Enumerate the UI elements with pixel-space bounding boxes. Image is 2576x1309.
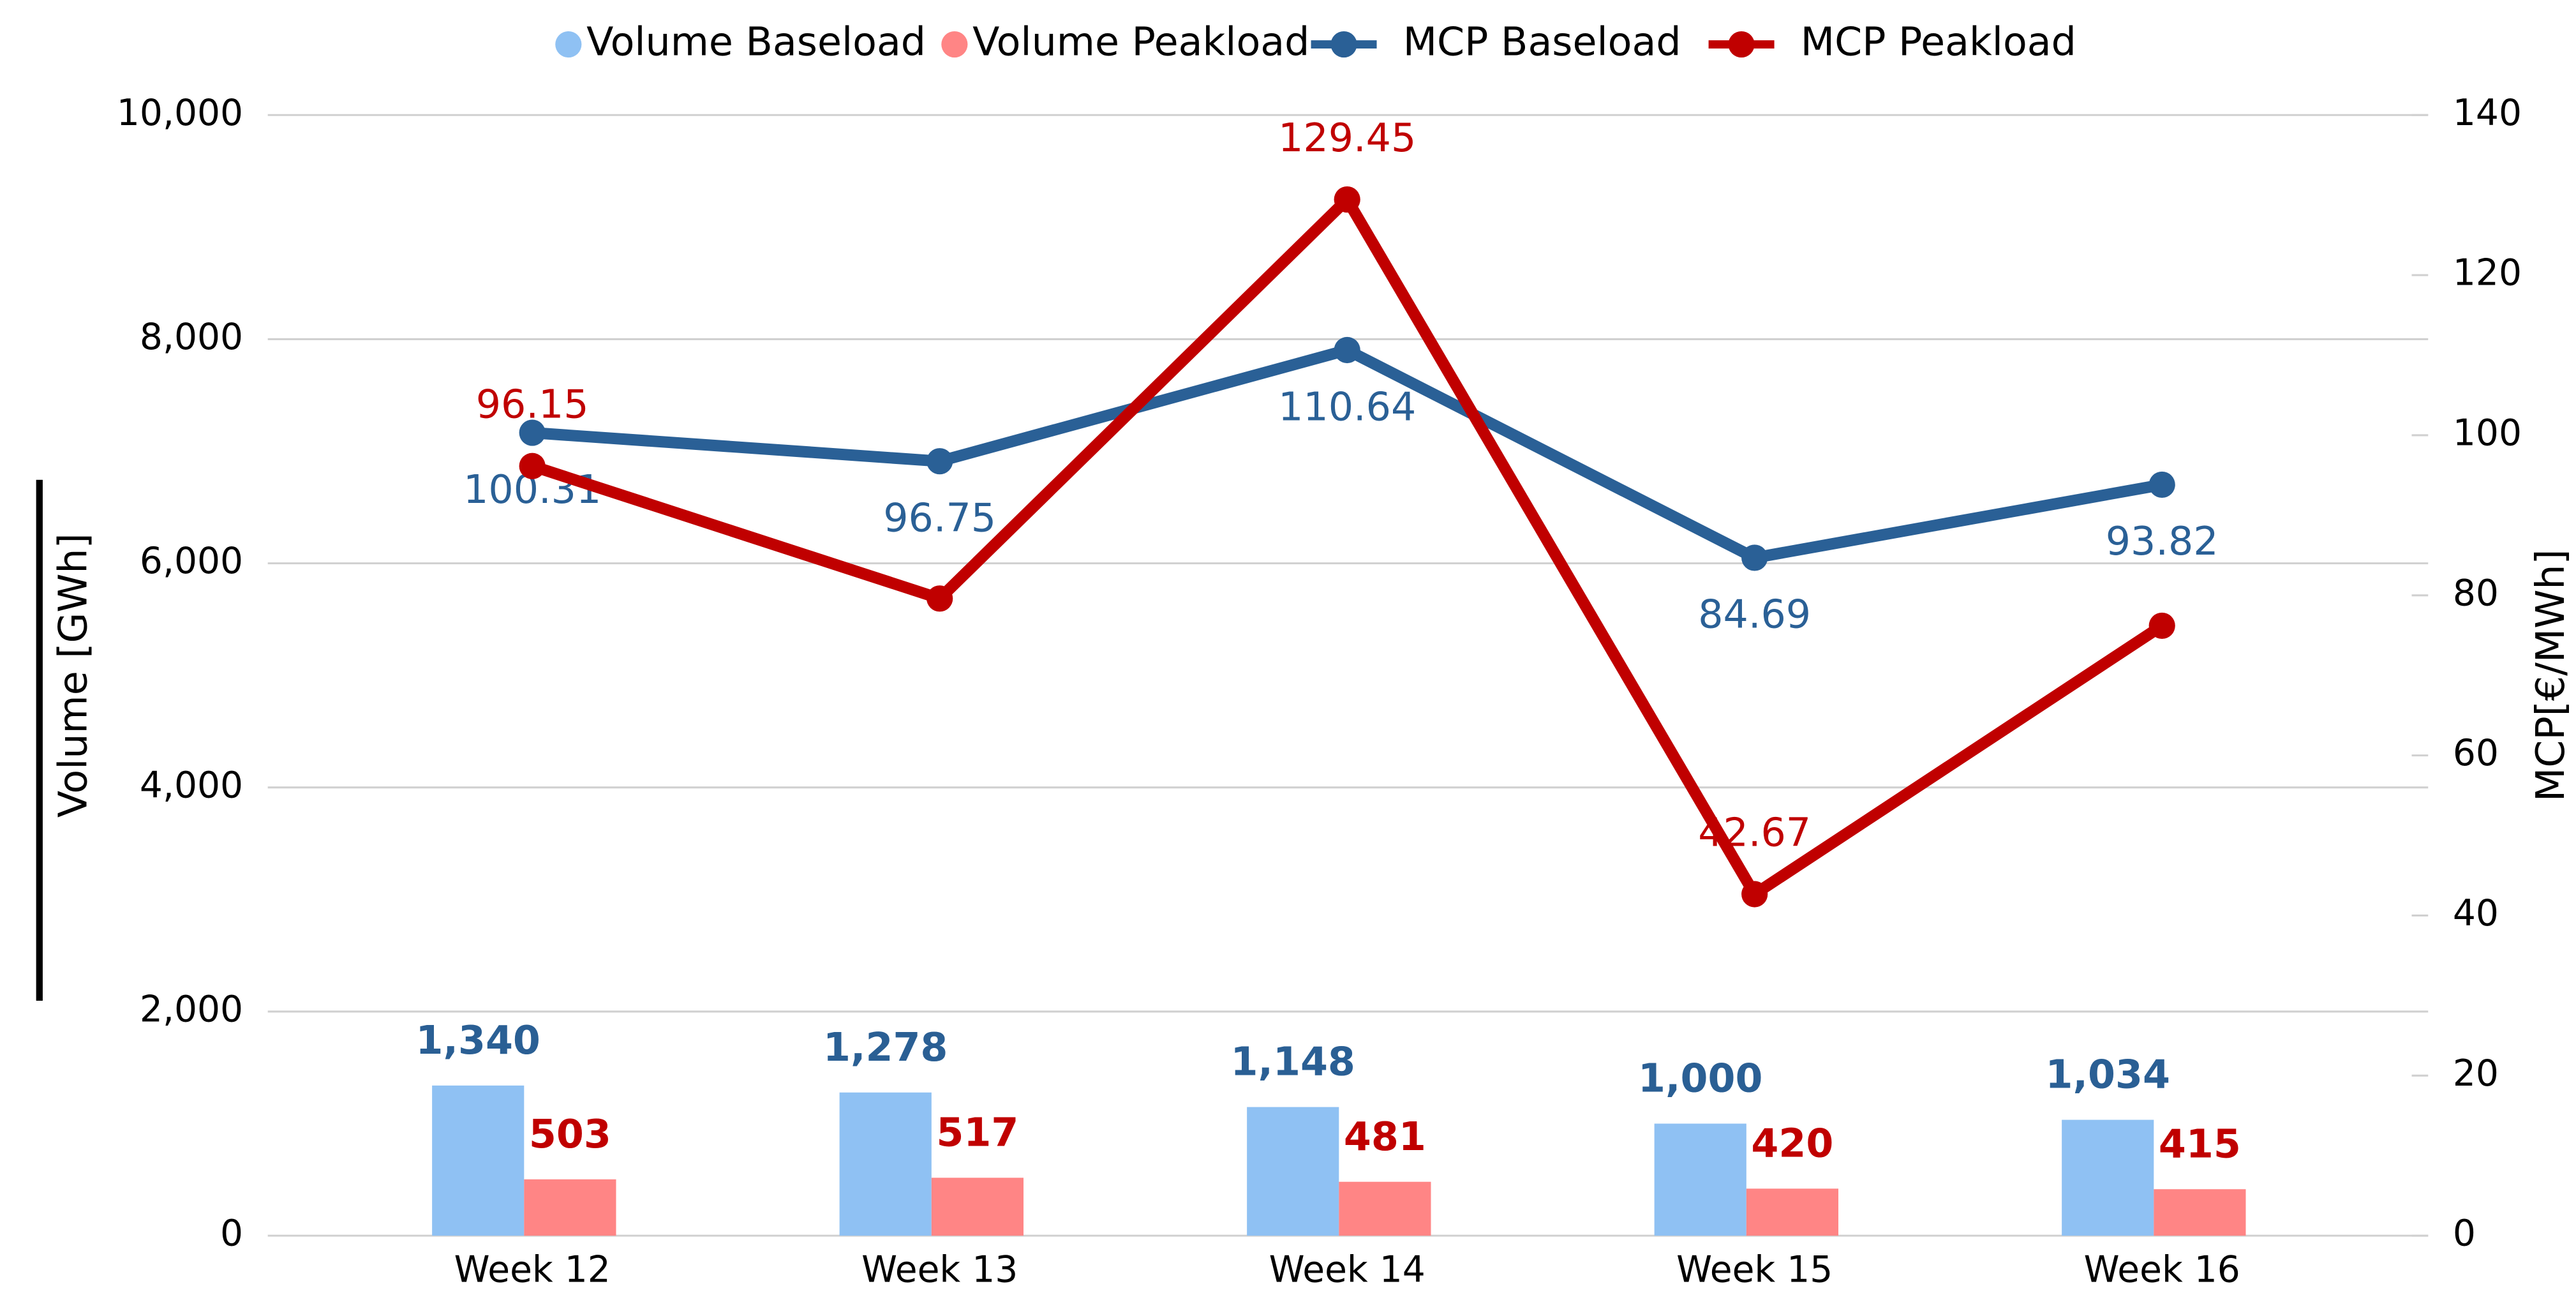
side-bar (36, 479, 43, 1001)
line-marker (2148, 612, 2175, 640)
y-tick-label: 4,000 (140, 764, 243, 806)
legend-marker (941, 31, 968, 58)
line-marker (1334, 186, 1360, 213)
line-value-label: 84.69 (1698, 592, 1811, 638)
line-marker (1741, 881, 1768, 908)
legend-label: Volume Peakload (972, 19, 1309, 65)
y-tick-label: 2,000 (140, 989, 243, 1031)
y-tick-label: 10,000 (117, 92, 243, 134)
line-marker (927, 448, 953, 475)
y-axis-title: Volume [GWh] (50, 533, 96, 818)
y2-tick-label: 140 (2453, 92, 2522, 134)
line-value-label: 42.67 (1698, 809, 1811, 855)
bar (931, 1178, 1024, 1236)
x-tick-label: Week 13 (861, 1248, 1018, 1290)
y2-tick-label: 20 (2453, 1052, 2499, 1095)
y2-tick-label: 0 (2453, 1213, 2476, 1255)
y-tick-label: 8,000 (140, 316, 243, 358)
y2-tick-label: 60 (2453, 732, 2499, 774)
bar (1339, 1181, 1431, 1236)
line-value-label: 110.64 (1278, 384, 1416, 430)
x-tick-label: Week 12 (454, 1248, 611, 1290)
bar-value-label: 1,340 (416, 1017, 540, 1063)
line-marker (519, 453, 546, 479)
y-tick-label: 6,000 (140, 540, 243, 582)
bar (432, 1085, 525, 1236)
line (532, 344, 2163, 564)
line (530, 193, 2166, 900)
legend-marker (1330, 31, 1357, 58)
line-marker (519, 419, 546, 446)
line-value-label: 93.82 (2106, 518, 2219, 564)
bar-value-label: 1,148 (1231, 1039, 1355, 1085)
line-marker (927, 585, 953, 612)
y2-tick-label: 80 (2453, 572, 2499, 614)
bar (2062, 1119, 2154, 1236)
bar (1247, 1107, 1339, 1236)
bar-value-label: 481 (1344, 1114, 1426, 1160)
bar (524, 1179, 616, 1236)
line-value-label: 96.75 (883, 495, 996, 541)
bar-value-label: 415 (2159, 1121, 2241, 1167)
legend-label: MCP Peakload (1801, 19, 2076, 65)
x-tick-label: Week 14 (1269, 1248, 1426, 1290)
y-tick-label: 0 (220, 1213, 243, 1255)
y2-axis-title: MCP[€/MWh] (2528, 549, 2573, 802)
bar-value-label: 1,000 (1638, 1056, 1762, 1102)
bar (2154, 1189, 2246, 1236)
bar (839, 1092, 932, 1236)
x-tick-label: Week 15 (1676, 1248, 1833, 1290)
bar-value-label: 503 (529, 1111, 611, 1157)
legend-marker (555, 31, 582, 58)
bar (1746, 1188, 1838, 1236)
bar (1654, 1123, 1746, 1236)
y2-tick-label: 100 (2453, 412, 2522, 454)
bar-value-label: 420 (1751, 1121, 1833, 1167)
y2-tick-label: 40 (2453, 892, 2499, 934)
line-marker (1334, 336, 1360, 364)
line-value-label: 96.15 (476, 382, 589, 428)
line-marker (2148, 471, 2175, 498)
bar-value-label: 1,278 (823, 1024, 948, 1070)
line-value-label: 129.45 (1278, 115, 1416, 161)
line-marker (1741, 544, 1768, 571)
x-tick-label: Week 16 (2084, 1248, 2240, 1290)
legend-label: Volume Baseload (586, 19, 926, 65)
legend-label: MCP Baseload (1403, 19, 1681, 65)
bar-value-label: 1,034 (2046, 1052, 2170, 1098)
legend-marker (1728, 31, 1755, 58)
y2-tick-label: 120 (2453, 252, 2522, 294)
bar-value-label: 517 (936, 1110, 1018, 1156)
